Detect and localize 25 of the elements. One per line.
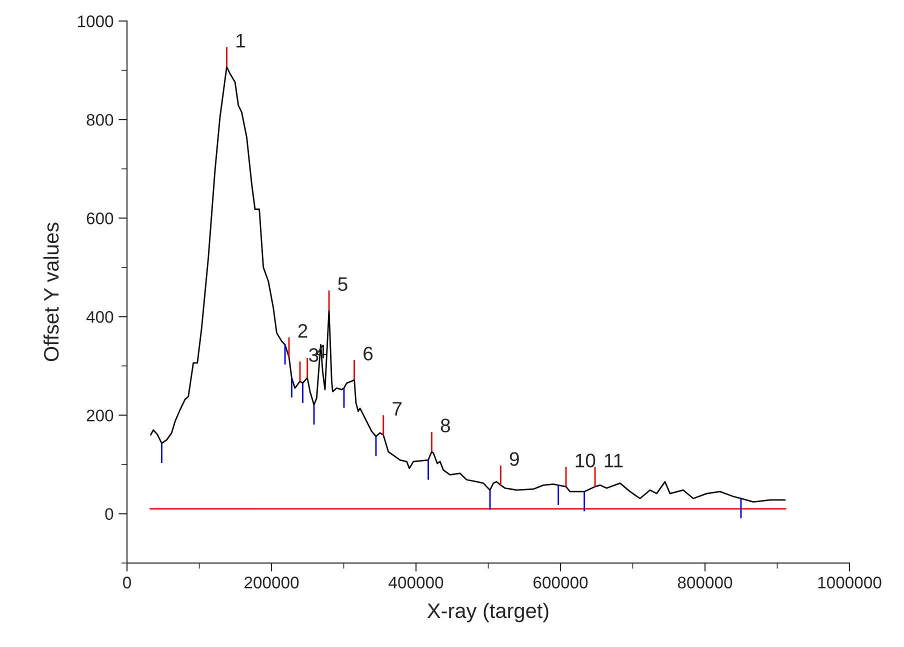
x-tick-label: 1000000 <box>818 576 882 588</box>
annotation: 3 <box>309 348 318 362</box>
x-axis-title: X-ray (target) <box>427 602 548 622</box>
annotation: 6 <box>364 346 373 360</box>
x-tick-label: 0 <box>123 576 131 588</box>
annotation: 5 <box>338 277 348 291</box>
y-tick-label: 0 <box>105 508 114 520</box>
annotation: 7 <box>392 402 402 416</box>
x-tick-label: 200000 <box>244 576 299 588</box>
y-tick-label: 600 <box>86 212 114 224</box>
annotation: 11 <box>604 454 623 468</box>
y-tick-label: 400 <box>86 311 114 323</box>
x-tick-label: 800000 <box>678 576 732 588</box>
x-tick-label: 600000 <box>534 576 588 588</box>
line-series <box>150 66 786 503</box>
annotation: 2 <box>298 324 308 338</box>
annotation: 9 <box>510 452 519 466</box>
y-tick-label: 800 <box>86 114 114 126</box>
y-axis-title: Offset Y values <box>43 222 59 362</box>
y-tick-label: 200 <box>86 410 114 422</box>
x-tick-label: 400000 <box>388 576 444 588</box>
y-tick-label: 1000 <box>78 15 114 28</box>
annotation: 8 <box>440 418 450 432</box>
annotation: 10 <box>576 454 596 468</box>
annotation: 1 <box>236 34 245 48</box>
